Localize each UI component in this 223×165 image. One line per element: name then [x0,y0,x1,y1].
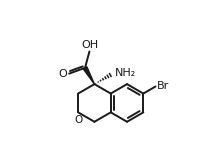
Text: OH: OH [82,40,99,50]
Text: Br: Br [157,82,169,91]
Text: NH₂: NH₂ [115,68,136,78]
Text: O: O [59,69,68,79]
Text: O: O [74,115,82,125]
Polygon shape [83,67,95,84]
